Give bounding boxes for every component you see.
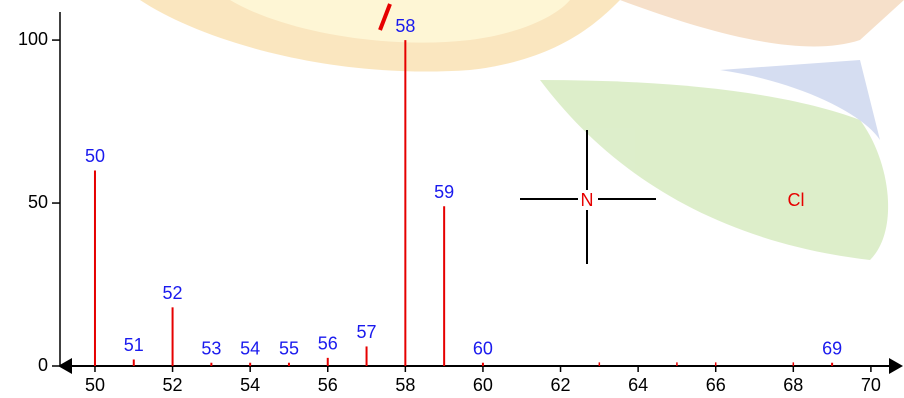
x-tick-label: 56 xyxy=(318,375,338,395)
peak-label: 69 xyxy=(822,338,842,358)
peak-label: 57 xyxy=(357,322,377,342)
x-tick-label: 54 xyxy=(240,375,260,395)
x-tick-label: 70 xyxy=(861,375,881,395)
peak-label: 58 xyxy=(395,16,415,36)
peak-label: 55 xyxy=(279,338,299,358)
peak-label: 54 xyxy=(240,338,260,358)
x-tick-label: 52 xyxy=(163,375,183,395)
peak-label: 50 xyxy=(85,146,105,166)
x-tick-label: 64 xyxy=(628,375,648,395)
x-tick-label: 62 xyxy=(551,375,571,395)
axis-arrow xyxy=(58,358,72,374)
x-tick-label: 50 xyxy=(85,375,105,395)
x-tick-label: 66 xyxy=(706,375,726,395)
peak-label: 52 xyxy=(163,283,183,303)
y-tick-label: 100 xyxy=(18,29,48,49)
atom-label: Cl xyxy=(788,190,805,210)
y-tick-label: 0 xyxy=(38,355,48,375)
peak-label: 60 xyxy=(473,338,493,358)
peak-label: 51 xyxy=(124,335,144,355)
axis-arrow xyxy=(889,358,903,374)
atom-label: N xyxy=(581,190,594,210)
peak-label: 53 xyxy=(201,338,221,358)
peak-label: 56 xyxy=(318,334,338,354)
bond-stub xyxy=(378,3,392,31)
y-tick-label: 50 xyxy=(28,192,48,212)
x-tick-label: 58 xyxy=(395,375,415,395)
peak-label: 59 xyxy=(434,182,454,202)
x-tick-label: 68 xyxy=(783,375,803,395)
x-tick-label: 60 xyxy=(473,375,493,395)
watermark xyxy=(140,0,904,260)
